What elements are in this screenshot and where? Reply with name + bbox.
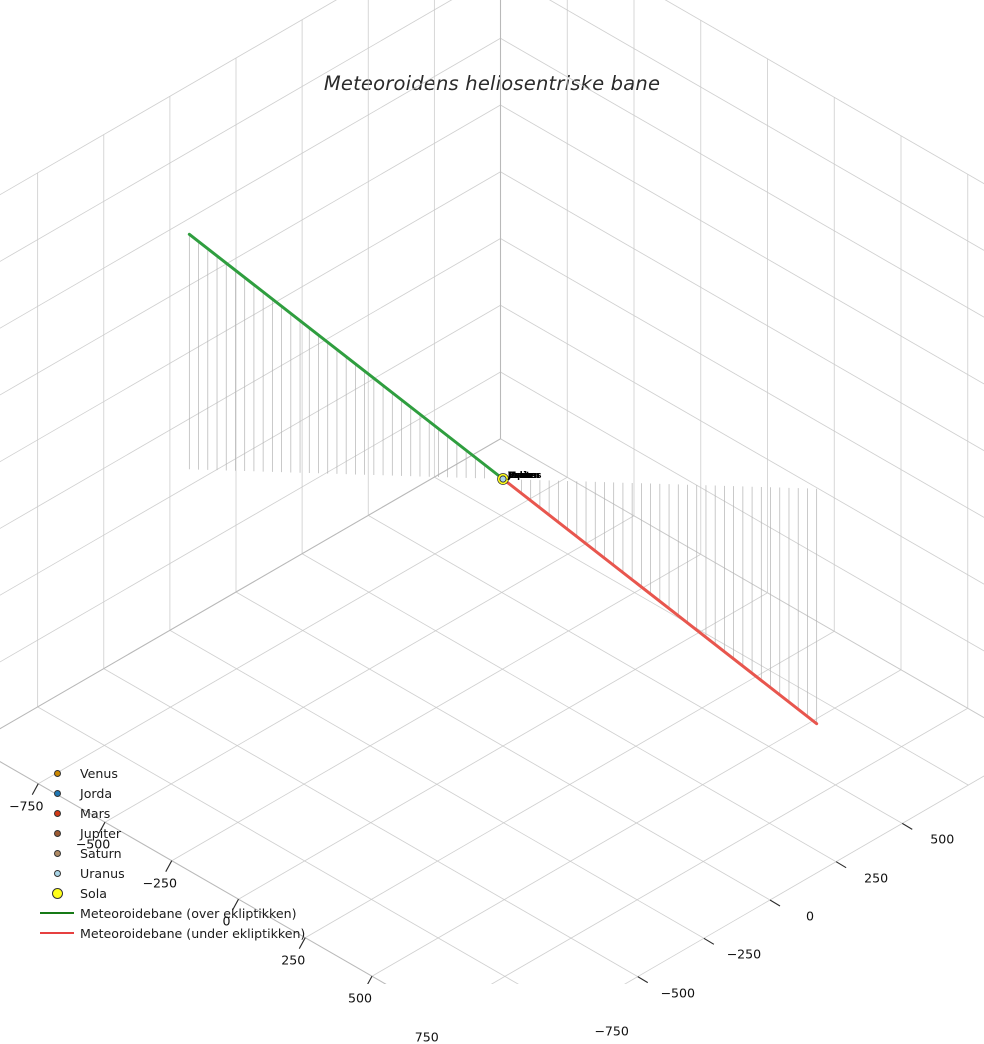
legend-line-swatch [40,932,74,934]
legend-dot-icon [54,850,61,857]
marker-uranus [500,476,506,482]
legend-dot-icon [52,888,63,899]
legend-item[interactable]: Jupiter [38,823,338,843]
y-tick-label: −750 [594,1023,629,1038]
x-tick-label: 750 [415,1029,439,1044]
legend-dot-icon [54,870,61,877]
legend-item[interactable]: Mars [38,803,338,823]
y-tick-label: 500 [930,832,954,847]
body-marker-layer [498,474,509,485]
figure-canvas: Meteoroidens heliosentriske bane 7505002… [0,0,984,984]
legend-item-label: Sola [76,886,107,901]
legend-item-label: Meteoroidebane (under ekliptikken) [76,926,305,941]
legend-item[interactable]: Saturn [38,843,338,863]
x-tick-label: 500 [348,991,372,1006]
y-tick-label: 0 [806,909,814,924]
legend-item-label: Meteoroidebane (over ekliptikken) [76,906,297,921]
legend-dot-icon [54,830,61,837]
legend: Venus Jorda Mars Jupiter Saturn Uranus Sola Met… [38,763,338,943]
legend-line-key [38,932,76,934]
legend-item[interactable]: Sola [38,883,338,903]
legend-item[interactable]: Meteoroidebane (over ekliptikken) [38,903,338,923]
legend-marker-key [38,850,76,857]
y-tick-label: −250 [727,947,762,962]
legend-item[interactable]: Venus [38,763,338,783]
legend-dot-icon [54,810,61,817]
legend-marker-key [38,870,76,877]
legend-marker-key [38,790,76,797]
legend-item[interactable]: Meteoroidebane (under ekliptikken) [38,923,338,943]
legend-item-label: Mars [76,806,110,821]
y-tick-label: 250 [864,870,888,885]
legend-item-label: Uranus [76,866,125,881]
legend-item-label: Saturn [76,846,122,861]
planet-label-sola: Sola [508,470,528,480]
legend-marker-key [38,830,76,837]
legend-item-label: Jorda [76,786,112,801]
legend-line-key [38,912,76,914]
legend-item[interactable]: Jorda [38,783,338,803]
legend-marker-key [38,888,76,899]
legend-line-swatch [40,912,74,914]
legend-item-label: Venus [76,766,118,781]
legend-item-label: Jupiter [76,826,121,841]
legend-dot-icon [54,790,61,797]
x-tick-label: 250 [281,952,305,967]
legend-marker-key [38,770,76,777]
y-tick-label: −500 [660,985,695,1000]
legend-dot-icon [54,770,61,777]
legend-item[interactable]: Uranus [38,863,338,883]
legend-marker-key [38,810,76,817]
